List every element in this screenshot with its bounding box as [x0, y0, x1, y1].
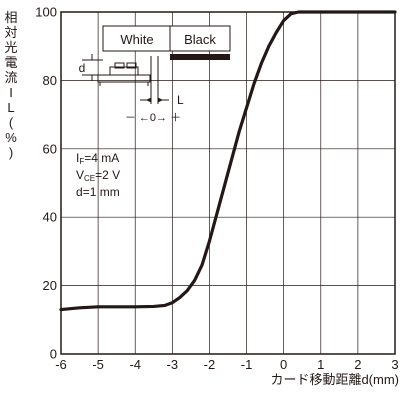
y-axis-label-char: ( [8, 115, 14, 130]
black-card [170, 54, 230, 60]
plot-frame [60, 11, 396, 355]
y-axis-label-char: ) [8, 145, 14, 160]
conditions-annotations: IF=4 mA VCE=2 V d=1 mm [76, 151, 120, 199]
diagram-d-label: d [79, 61, 86, 75]
diagram-L-label: L [177, 93, 184, 107]
arrow-left-icon [158, 97, 163, 103]
legend-white-label: White [120, 32, 153, 47]
legend-box [102, 25, 231, 52]
grid-lines [60, 11, 396, 355]
arrow-right-icon [146, 97, 151, 103]
x-tick-label: -5 [92, 357, 104, 372]
y-axis-label-char: 電 [4, 55, 18, 70]
y-axis-label-char: 相 [4, 10, 18, 25]
x-axis-label: カード移動距離d(mm) [270, 372, 399, 387]
y-axis-label-char: 光 [4, 40, 18, 55]
y-tick-label: 20 [43, 278, 57, 293]
y-tick-label: 40 [43, 210, 57, 225]
diagram-scale-label: － ←0→ ＋ [125, 112, 181, 124]
inset-diagram: White Black d L [79, 25, 231, 124]
y-axis-label-char: I [9, 85, 13, 100]
y-tick-labels: 0 20 40 60 80 100 [35, 5, 57, 362]
condition-annotation: IF=4 mA [76, 151, 119, 166]
condition-annotation: VCE=2 V [76, 168, 120, 183]
x-tick-label: 1 [317, 357, 324, 372]
legend-black-label: Black [184, 32, 216, 47]
y-axis-label-char: 対 [4, 25, 18, 40]
y-tick-label: 80 [43, 73, 57, 88]
y-axis-label-char: % [5, 130, 17, 145]
x-tick-label: -2 [204, 357, 216, 372]
x-tick-label: -4 [129, 357, 141, 372]
condition-annotation: d=1 mm [76, 185, 120, 199]
y-tick-label: 100 [35, 5, 57, 20]
y-axis-label: 相対光電流 I L(%) [4, 10, 18, 160]
y-axis-label-char: 流 [4, 70, 18, 85]
y-axis-label-char: L [7, 100, 15, 115]
y-tick-label: 0 [50, 347, 57, 362]
x-tick-label: -6 [55, 357, 67, 372]
sensor-icon [82, 54, 169, 104]
y-tick-label: 60 [43, 141, 57, 156]
x-tick-label: -3 [167, 357, 179, 372]
x-tick-label: 0 [280, 357, 287, 372]
x-tick-label: 3 [391, 357, 398, 372]
x-tick-label: 2 [354, 357, 361, 372]
x-tick-labels: -6 -5 -4 -3 -2 -1 0 1 2 3 [55, 357, 398, 372]
x-tick-label: -1 [241, 357, 253, 372]
